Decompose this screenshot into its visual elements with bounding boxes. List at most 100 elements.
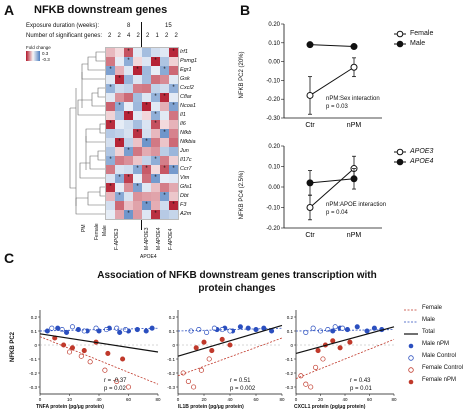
scatter-point	[237, 324, 243, 330]
heatmap-cell	[115, 111, 124, 120]
heatmap-cell	[142, 66, 151, 75]
heatmap-cell	[115, 120, 124, 129]
heatmap-cell: *	[133, 66, 142, 75]
total-trend-line	[39, 333, 159, 353]
heatmap-cell: *	[169, 48, 178, 57]
heatmap-cell	[142, 57, 151, 66]
heatmap-cell	[115, 147, 124, 156]
scatter-point	[114, 378, 120, 384]
gene-label: Ncoa1	[180, 103, 196, 109]
heatmap-cell	[124, 156, 133, 165]
pc4-annotation-line2: p = 0.04	[326, 210, 348, 216]
heatmap-cell	[151, 147, 160, 156]
heatmap-cell: *	[133, 183, 142, 192]
scatter-point	[81, 328, 87, 334]
legend-c-female-control: Female Control	[422, 365, 464, 371]
pc4-annotation-line1: nPM:APOE interaction	[326, 202, 387, 208]
y-tick-label: 0.2	[31, 315, 38, 320]
pc4-line-chart: 0.20 0.10 0.00 -0.10 -0.20 Ctr nPM	[266, 144, 406, 239]
tnfa-xlabel: TNFA protein (pg/μg protein)	[36, 404, 104, 410]
heatmap-cell: *	[133, 129, 142, 138]
scatter-point	[120, 356, 126, 362]
scatter-point	[123, 327, 129, 333]
panel-c-letter: C	[4, 250, 15, 266]
heatmap-cell	[106, 174, 115, 183]
nsig-value: 2	[117, 33, 121, 39]
legend-marker	[396, 30, 404, 38]
panel-a-title: NFKB downstream genes	[34, 4, 168, 16]
scale-title: Fold change	[26, 45, 51, 50]
gene-label: Il17c	[180, 157, 192, 163]
x-tick-label: 20	[318, 397, 324, 402]
y-tick-label: 0	[290, 343, 293, 348]
panel-b-letter: B	[240, 2, 251, 18]
heatmap-cell: *	[133, 165, 142, 174]
y-tick-label: -0.3	[29, 385, 37, 390]
heatmap-cell: *	[160, 165, 169, 174]
exposure-row-label: Exposure duration (weeks):	[26, 23, 100, 29]
heatmap-cell	[169, 192, 178, 201]
legend-c-male: Male	[422, 317, 436, 323]
heatmap-grid: * * * * * * * * * * * * * * * * * * * * * * * * * * * * * * * * * * * * * * * *…	[105, 47, 179, 220]
gene-label-column: Irf1 Psmg1 Egr1 Gsk Cxcl2 Cflar Ncoa1 Il1 Il6 Nfk…	[180, 48, 210, 219]
legend-marker	[396, 158, 404, 166]
scatter-point	[209, 348, 215, 354]
gene-label: Egr1	[180, 67, 192, 73]
heatmap-cell	[160, 201, 169, 210]
scatter-point	[308, 384, 314, 390]
heatmap-cell	[151, 84, 160, 93]
y-tick-label: 0.00	[268, 60, 280, 66]
scatter-point	[315, 348, 321, 354]
heatmap-cell	[142, 174, 151, 183]
heatmap-cell	[124, 165, 133, 174]
cxcl1-scatter: 0.2 0.1 0 -0.1 -0.2 -0.3 0 20 40 60 80	[285, 310, 397, 402]
y-tick-label: -0.20	[266, 97, 280, 103]
cxcl1-r: r = 0.43	[350, 378, 371, 384]
heatmap-cell	[124, 201, 133, 210]
heatmap-cell	[115, 183, 124, 192]
heatmap-cell	[115, 129, 124, 138]
y-tick-label: 0.20	[268, 144, 280, 150]
scatter-point	[114, 325, 120, 331]
heatmap-cell: *	[124, 174, 133, 183]
heatmap-cell: *	[151, 174, 160, 183]
heatmap-cell	[106, 165, 115, 174]
heatmap-cell	[160, 102, 169, 111]
heatmap-cell: *	[142, 165, 151, 174]
heatmap-cell: *	[151, 156, 160, 165]
heatmap-cell	[133, 174, 142, 183]
scatter-point	[330, 328, 336, 334]
female-trend-line	[39, 336, 159, 385]
scatter-point	[193, 345, 199, 351]
scatter-point	[320, 356, 326, 362]
heatmap-cell: *	[169, 165, 178, 174]
heatmap-cell	[124, 93, 133, 102]
heatmap-cell: *	[124, 57, 133, 66]
heatmap-cell	[151, 165, 160, 174]
cxcl1-p: p = 0.01	[350, 386, 372, 392]
heatmap-cell	[124, 192, 133, 201]
heatmap-cell: *	[124, 210, 133, 219]
x-tick-label: Ctr	[305, 122, 315, 129]
heatmap-cell	[160, 120, 169, 129]
gene-label: Vim	[180, 175, 190, 181]
y-tick-label: 0.2	[287, 315, 294, 320]
heatmap-cell	[160, 48, 169, 57]
heatmap-cell	[169, 66, 178, 75]
scatter-point	[206, 356, 212, 362]
x-tick-label: 40	[342, 397, 348, 402]
heatmap-cell	[142, 48, 151, 57]
heatmap-cell	[160, 138, 169, 147]
x-tick-label: 80	[279, 397, 285, 402]
legend-female-label: Female	[410, 30, 434, 37]
heatmap-cell	[115, 156, 124, 165]
scatter-point	[347, 339, 353, 345]
series-line	[309, 66, 355, 96]
scatter-point	[227, 342, 233, 348]
heatmap-cell	[133, 120, 142, 129]
heatmap-cell: *	[160, 66, 169, 75]
heatmap-cell	[151, 75, 160, 84]
y-tick-label: -0.1	[285, 357, 293, 362]
heatmap-cell	[115, 84, 124, 93]
col-label-f-apoe3: F-APOE3	[114, 228, 120, 250]
